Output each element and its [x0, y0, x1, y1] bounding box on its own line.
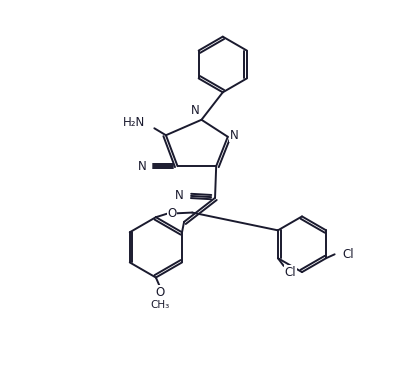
Text: H₂N: H₂N: [123, 116, 145, 129]
Text: O: O: [168, 207, 177, 220]
Text: N: N: [191, 104, 199, 118]
Text: N: N: [230, 129, 239, 142]
Text: N: N: [175, 189, 184, 203]
Text: CH₃: CH₃: [150, 300, 169, 310]
Text: N: N: [138, 160, 147, 173]
Text: Cl: Cl: [285, 266, 296, 279]
Text: O: O: [155, 286, 164, 299]
Text: Cl: Cl: [343, 248, 354, 261]
